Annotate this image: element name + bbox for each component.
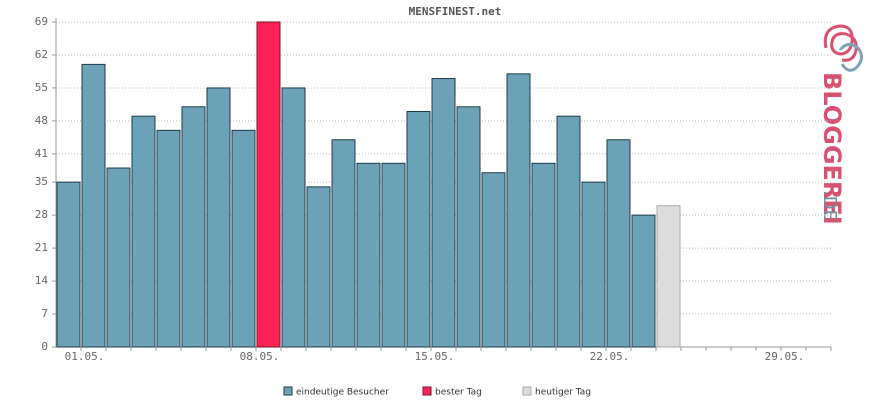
bar: [231, 129, 256, 348]
y-tick-label: 35: [35, 175, 48, 188]
bar: [481, 172, 506, 348]
y-tick-label: 14: [35, 274, 49, 287]
bar: [631, 214, 656, 348]
legend-label: heutiger Tag: [535, 388, 591, 398]
bar: [331, 139, 356, 348]
bar: [131, 115, 156, 348]
bar: [181, 106, 206, 348]
x-tick-label: 15.05.: [415, 350, 455, 363]
legend-swatch: [283, 386, 293, 396]
bar: [156, 129, 181, 348]
bar: [106, 167, 131, 348]
y-tick-label: 69: [35, 15, 48, 28]
bar: [531, 162, 556, 348]
legend-label: eindeutige Besucher: [296, 388, 389, 398]
logo: BLOGGEREI .DE: [818, 24, 863, 225]
logo-suffix: .DE: [819, 190, 840, 221]
bar: [431, 78, 456, 348]
bar: [256, 21, 281, 348]
x-tick-label: 08.05.: [240, 350, 280, 363]
x-tick-label: 22.05.: [590, 350, 630, 363]
legend-swatch: [522, 386, 532, 396]
chart-title: MENSFINEST.net: [409, 5, 502, 18]
bar: [81, 63, 106, 348]
bar: [506, 73, 531, 348]
bar: [581, 181, 606, 348]
y-tick-label: 55: [35, 81, 48, 94]
bar: [281, 87, 306, 348]
x-tick-label: 29.05.: [765, 350, 805, 363]
logo-text: BLOGGEREI: [818, 72, 846, 225]
legend-label: bester Tag: [435, 388, 482, 398]
bar: [656, 205, 681, 348]
bar: [306, 186, 331, 348]
bar: [606, 139, 631, 348]
y-tick-label: 7: [41, 307, 48, 320]
y-tick-label: 21: [35, 241, 48, 254]
bar: [406, 110, 431, 348]
legend-swatch: [422, 386, 432, 396]
y-tick-label: 62: [35, 48, 48, 61]
bar: [206, 87, 231, 348]
logo-icon: [838, 43, 863, 72]
y-tick-label: 48: [35, 114, 48, 127]
y-tick-label: 28: [35, 208, 48, 221]
bar: [456, 106, 481, 348]
bar: [556, 115, 581, 348]
bar: [56, 181, 81, 348]
y-tick-label: 41: [35, 147, 48, 160]
y-tick-label: 0: [41, 340, 48, 353]
x-tick-label: 01.05.: [65, 350, 105, 363]
bar: [356, 162, 381, 348]
bar: [381, 162, 406, 348]
